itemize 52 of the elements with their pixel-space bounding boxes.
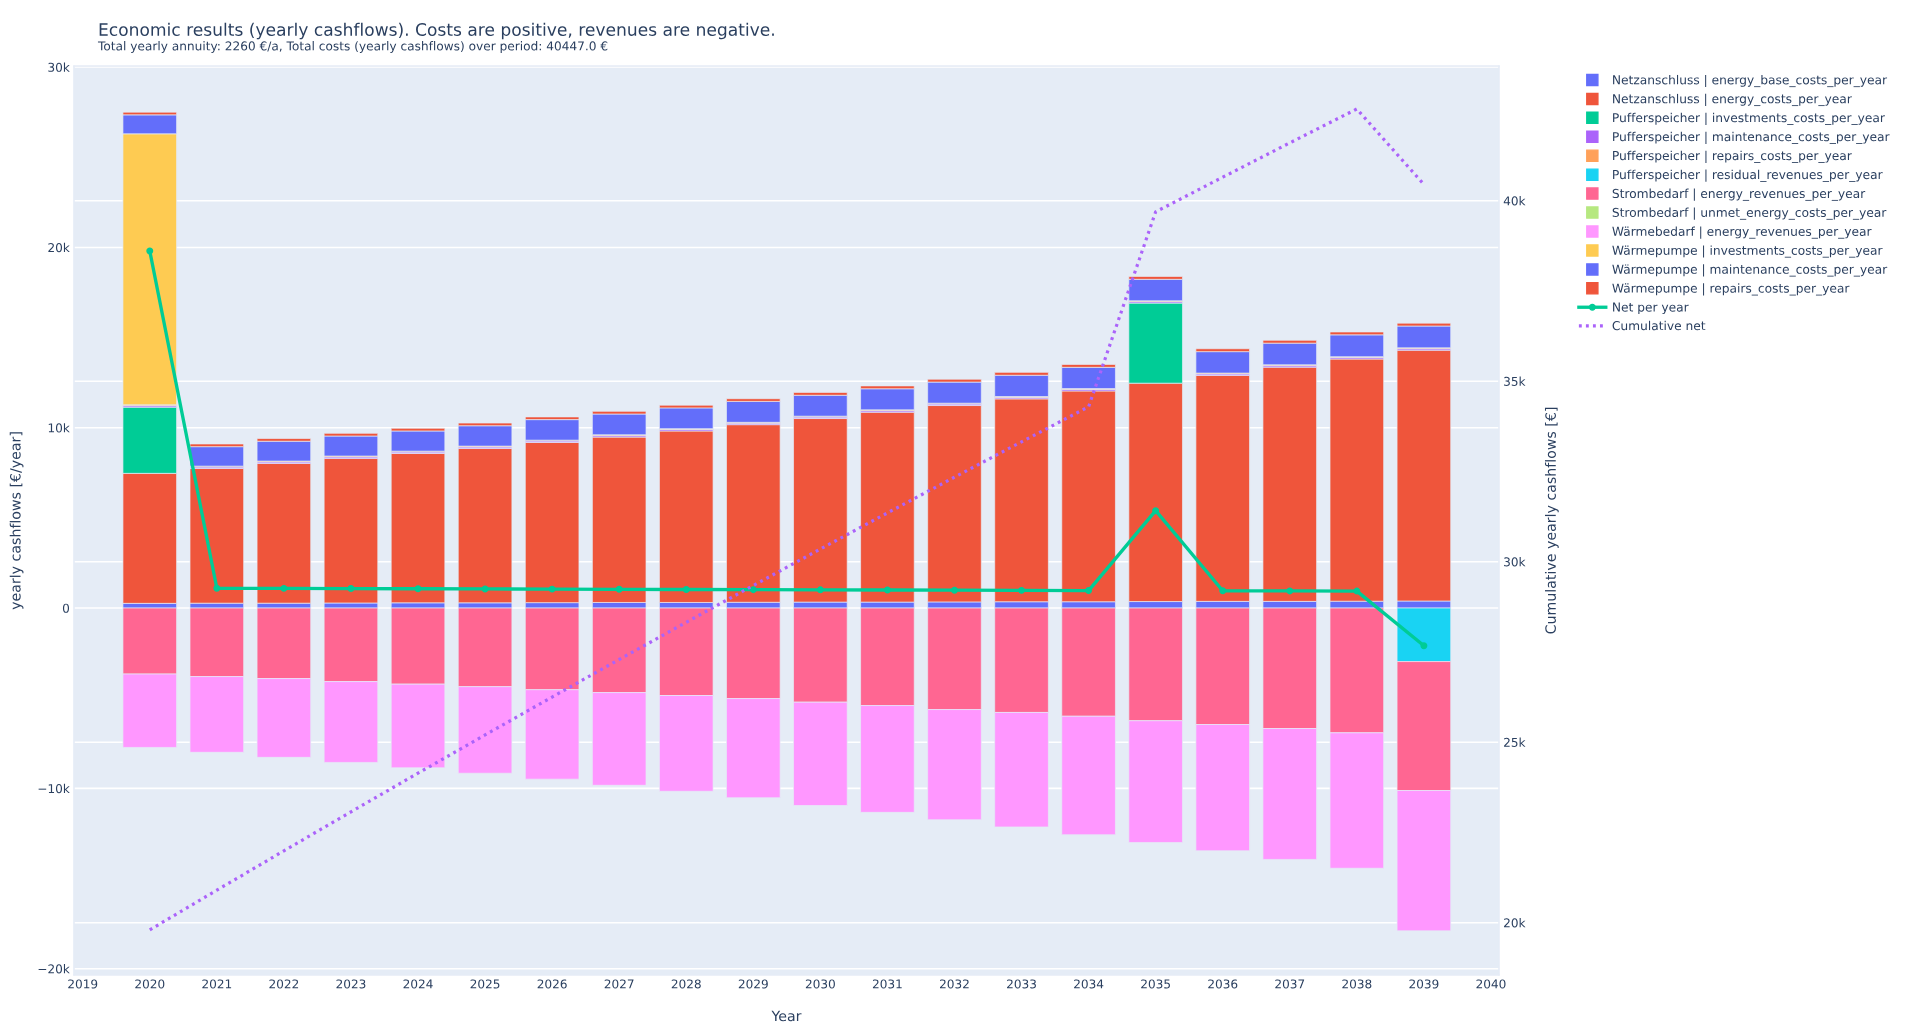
y2-tick-label: 30k — [1504, 557, 1526, 567]
legend-label: Pufferspeicher | residual_revenues_per_year — [1613, 169, 1883, 182]
legend-label: Strombedarf | energy_revenues_per_year — [1612, 188, 1866, 201]
x-axis-title: Year — [771, 1010, 802, 1022]
x-tick-label: 2028 — [671, 979, 701, 989]
x-tick-label: 2027 — [604, 979, 634, 989]
x-tick-label: 2024 — [403, 979, 433, 989]
x-tick-label: 2033 — [1007, 979, 1036, 989]
legend-label: Wärmebedarf | energy_revenues_per_year — [1612, 226, 1872, 239]
y-tick-label: 10k — [48, 423, 70, 433]
x-tick-label: 2040 — [1476, 979, 1506, 989]
legend-label: Wärmepumpe | investments_costs_per_year — [1612, 245, 1883, 258]
legend-label: Net per year — [1613, 302, 1689, 315]
x-tick-label: 2031 — [872, 979, 902, 989]
x-tick-label: 2019 — [68, 979, 98, 989]
x-tick-label: 2029 — [738, 979, 768, 989]
chart-subtitle: Total yearly annuity: 2260 €/a, Total costs (yearly cashflows) over period: 40447.0 € — [97, 41, 608, 53]
y2-tick-label: 40k — [1503, 196, 1526, 206]
chart-title: Economic results (yearly cashflows). Costs are positive, revenues are negative. — [99, 22, 774, 40]
x-tick-label: 2038 — [1342, 979, 1372, 989]
y2-axis-title: Cumulative yearly cashflows [€] — [1544, 407, 1559, 634]
y-tick-label: 0 — [62, 603, 70, 613]
x-tick-label: 2026 — [537, 979, 567, 989]
x-tick-label: 2036 — [1208, 979, 1238, 989]
y-tick-label: −20k — [38, 964, 70, 974]
y2-tick-label: 20k — [1504, 918, 1526, 928]
y-axis-title: yearly cashflows [€/year] — [9, 432, 24, 610]
x-tick-label: 2037 — [1275, 979, 1305, 989]
y-tick-label: 30k — [48, 62, 70, 72]
x-tick-label: 2023 — [336, 979, 366, 989]
y2-tick-label: 35k — [1504, 376, 1526, 386]
legend-label: Pufferspeicher | maintenance_costs_per_year — [1613, 131, 1890, 144]
y-tick-label: −10k — [38, 783, 70, 794]
legend-label: Pufferspeicher | repairs_costs_per_year — [1613, 150, 1852, 163]
x-tick-label: 2020 — [135, 979, 165, 989]
x-tick-label: 2021 — [202, 979, 232, 989]
legend-label: Pufferspeicher | investments_costs_per_year — [1613, 112, 1885, 125]
x-tick-label: 2035 — [1141, 979, 1170, 989]
legend-label: Cumulative net — [1612, 320, 1706, 331]
legend-label: Wärmepumpe | repairs_costs_per_year — [1612, 283, 1850, 296]
x-tick-label: 2034 — [1074, 979, 1104, 989]
legend-label: Netzanschluss | energy_costs_per_year — [1613, 93, 1852, 107]
x-tick-label: 2030 — [805, 979, 835, 989]
y2-tick-label: 25k — [1504, 737, 1526, 747]
x-tick-label: 2032 — [939, 979, 969, 989]
x-tick-label: 2025 — [470, 979, 500, 989]
x-tick-label: 2039 — [1409, 979, 1439, 989]
x-tick-label: 2022 — [269, 979, 299, 989]
legend-label: Strombedarf | unmet_energy_costs_per_year — [1612, 207, 1887, 220]
y-tick-label: 20k — [48, 242, 70, 253]
legend-label: Wärmepumpe | maintenance_costs_per_year — [1612, 264, 1888, 277]
legend-label: Netzanschluss | energy_base_costs_per_year — [1613, 74, 1888, 88]
